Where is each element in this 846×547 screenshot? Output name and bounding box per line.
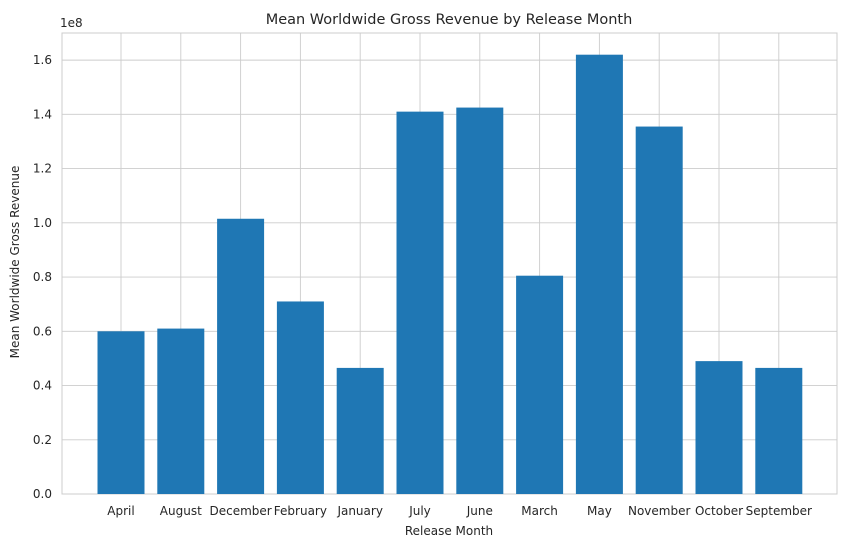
y-tick-label: 1.0 <box>33 216 52 230</box>
y-tick-label: 1.2 <box>33 162 52 176</box>
bar-august <box>157 328 205 494</box>
chart-title: Mean Worldwide Gross Revenue by Release … <box>266 12 633 28</box>
bar-january <box>336 367 384 494</box>
bar-october <box>695 361 743 494</box>
bars <box>97 54 803 495</box>
bar-september <box>755 367 803 494</box>
x-tick-label: September <box>746 504 812 518</box>
x-tick-label: July <box>408 504 431 518</box>
y-tick-label: 0.2 <box>33 433 52 447</box>
bar-march <box>516 275 564 494</box>
bar-february <box>276 301 324 494</box>
y-scale-label: 1e8 <box>60 16 83 30</box>
y-tick-label: 0.4 <box>33 379 52 393</box>
x-tick-label: January <box>336 504 383 518</box>
x-tick-label: April <box>107 504 134 518</box>
bar-november <box>635 126 683 495</box>
bar-may <box>575 54 623 494</box>
y-tick-label: 0.8 <box>33 270 52 284</box>
x-tick-label: November <box>628 504 690 518</box>
x-tick-label: June <box>466 504 493 518</box>
y-tick-label: 0.0 <box>33 487 52 501</box>
x-tick-label: May <box>587 504 612 518</box>
x-tick-label: October <box>695 504 743 518</box>
y-tick-label: 1.4 <box>33 107 52 121</box>
y-tick-label: 1.6 <box>33 53 52 67</box>
bar-june <box>456 107 504 494</box>
y-axis-label: Mean Worldwide Gross Revenue <box>8 166 22 359</box>
bar-december <box>217 218 265 494</box>
x-tick-label: March <box>521 504 558 518</box>
y-tick-labels: 0.0 0.2 0.4 0.6 0.8 1.0 1.2 1.4 1.6 <box>33 53 52 501</box>
x-tick-label: February <box>274 504 327 518</box>
y-tick-label: 0.6 <box>33 324 52 338</box>
x-axis-label: Release Month <box>405 524 493 538</box>
bar-july <box>396 111 444 494</box>
x-tick-label: August <box>160 504 202 518</box>
bar-april <box>97 331 145 494</box>
x-tick-labels: April August December February January July Ju… <box>107 504 812 518</box>
x-tick-label: December <box>209 504 271 518</box>
